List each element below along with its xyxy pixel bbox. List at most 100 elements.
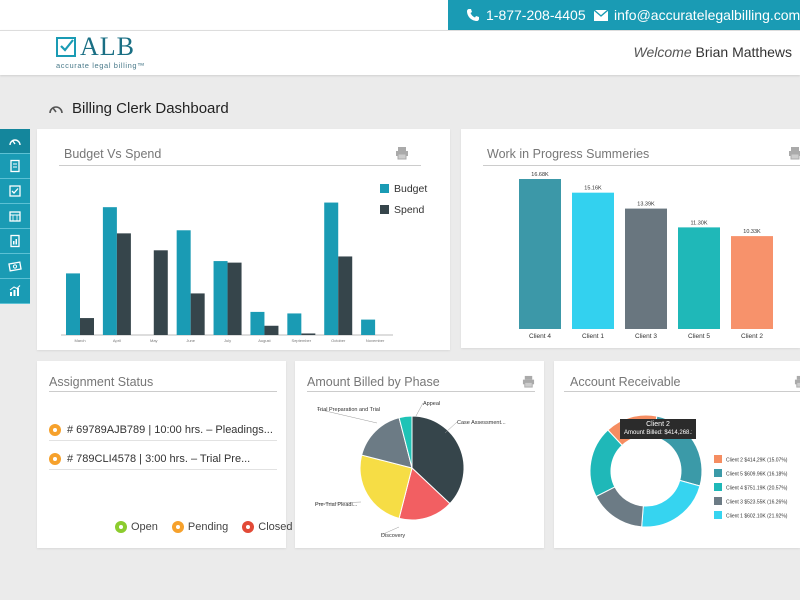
legend-pending: Pending bbox=[171, 521, 228, 533]
slice-label: Discovery bbox=[381, 533, 405, 539]
bar-spend bbox=[80, 318, 94, 335]
logo-check-icon bbox=[56, 37, 76, 57]
legend-swatch bbox=[714, 483, 722, 491]
legend-swatch bbox=[714, 469, 722, 477]
amount-billed-by-phase-card: Amount Billed by Phase Case Assessment..… bbox=[295, 361, 544, 548]
print-icon bbox=[789, 147, 800, 160]
nav-dashboard[interactable] bbox=[0, 129, 30, 154]
pie-slice bbox=[361, 417, 413, 469]
x-tick-label: October bbox=[331, 338, 346, 343]
legend-swatch bbox=[380, 184, 389, 193]
x-tick-label: Client 4 bbox=[529, 333, 551, 340]
card-title: Amount Billed by Phase bbox=[307, 375, 440, 389]
bar bbox=[519, 179, 561, 329]
pie-slice bbox=[398, 467, 451, 521]
card-divider bbox=[307, 391, 535, 392]
bar-budget bbox=[250, 311, 265, 335]
tooltip-value: Amount Billed: $414,268.13(15.07%) bbox=[624, 430, 692, 436]
budget-vs-spend-chart: March April May June July August September Octo… bbox=[61, 183, 427, 343]
legend-label: Client 3 $523.55K (16.26%) bbox=[726, 500, 788, 506]
assignment-item[interactable]: # 789CLI4578 | 3:00 hrs. – Trial Pre... bbox=[49, 448, 277, 470]
slice-label: Appeal bbox=[423, 401, 440, 407]
user-name[interactable]: Brian Matthews bbox=[695, 44, 792, 60]
card-divider bbox=[564, 391, 800, 392]
legend-swatch bbox=[714, 497, 722, 505]
pie-slice bbox=[398, 415, 413, 469]
bar-spend bbox=[153, 250, 168, 335]
page-title: Billing Clerk Dashboard bbox=[72, 100, 229, 117]
pie-slice bbox=[359, 454, 413, 519]
email-address: info@accuratelegalbilling.com bbox=[614, 7, 800, 23]
phone-link[interactable]: 1-877-208-4405 bbox=[466, 7, 586, 23]
amount-billed-by-phase-chart: Case Assessment... Discovery Pre-Trial Ple… bbox=[314, 401, 506, 539]
logo-text: ALB bbox=[80, 32, 135, 61]
card-title: Work in Progress Summeries bbox=[487, 147, 650, 161]
data-label: 11.30K bbox=[690, 220, 707, 226]
dashboard-icon bbox=[9, 139, 21, 146]
legend-closed: Closed bbox=[242, 521, 293, 533]
bar-spend bbox=[264, 325, 279, 335]
assignment-text: # 789CLI4578 | 3:00 hrs. – Trial Pre... bbox=[67, 452, 251, 465]
leader-line bbox=[316, 408, 378, 424]
nav-billing[interactable] bbox=[0, 254, 30, 279]
legend-open-label: Open bbox=[131, 521, 158, 533]
x-tick-label: Client 1 bbox=[582, 333, 604, 340]
x-tick-label: Client 3 bbox=[635, 333, 657, 340]
data-label: 15.16K bbox=[584, 186, 602, 192]
legend-label: Client 1 $602.10K (21.92%) bbox=[726, 514, 788, 520]
nav-reports[interactable] bbox=[0, 229, 30, 254]
bar bbox=[731, 236, 773, 329]
open-status-icon bbox=[115, 521, 127, 533]
email-link[interactable]: info@accuratelegalbilling.com bbox=[594, 7, 800, 23]
card-title: Account Receivable bbox=[570, 375, 681, 389]
dashboard-gauge-icon bbox=[49, 105, 63, 113]
contact-bar: 1-877-208-4405 info@accuratelegalbilling… bbox=[448, 0, 800, 30]
legend-swatch bbox=[714, 455, 722, 463]
checklist-icon bbox=[9, 185, 21, 197]
legend-open: Open bbox=[115, 521, 158, 533]
card-divider bbox=[483, 165, 800, 166]
tooltip-title: Client 2 bbox=[646, 421, 670, 428]
phone-icon bbox=[467, 9, 479, 21]
print-button[interactable] bbox=[522, 375, 535, 393]
logo[interactable]: ALB accurate legal billing™ bbox=[56, 34, 145, 70]
legend-label: Client 2 $414,29K (15.07%) bbox=[726, 458, 788, 464]
bar-budget bbox=[324, 202, 339, 335]
header: ALB accurate legal billing™ Welcome Bria… bbox=[0, 30, 800, 75]
print-button[interactable] bbox=[794, 375, 800, 393]
nav-tasks[interactable] bbox=[0, 179, 30, 204]
budget-vs-spend-card: Budget Vs Spend March April May June July Aug… bbox=[37, 129, 450, 350]
nav-analytics[interactable] bbox=[0, 279, 30, 304]
bar-spend bbox=[116, 233, 131, 335]
nav-calendar[interactable] bbox=[0, 204, 30, 229]
legend-swatch bbox=[380, 205, 389, 214]
leader-line bbox=[380, 526, 400, 536]
print-button[interactable] bbox=[788, 146, 800, 165]
wip-summary-chart: 16.68K Client 4 15.16K Client 1 13.39K Client… bbox=[519, 172, 773, 340]
x-tick-label: April bbox=[113, 338, 121, 343]
bar-budget bbox=[287, 313, 302, 335]
data-label: 16.68K bbox=[531, 172, 549, 178]
assignment-item[interactable]: # 69789AJB789 | 10:00 hrs. – Pleadings..… bbox=[49, 419, 277, 441]
print-icon bbox=[522, 375, 535, 388]
account-receivable-card: Account Receivable Client 2 $414,29K (15… bbox=[554, 361, 800, 548]
phone-number: 1-877-208-4405 bbox=[486, 7, 586, 23]
assignment-status-card: Assignment Status # 69789AJB789 | 10:00 … bbox=[37, 361, 293, 548]
bar-budget bbox=[361, 319, 376, 335]
print-button[interactable] bbox=[395, 146, 409, 165]
legend-swatch bbox=[714, 511, 722, 519]
print-icon bbox=[794, 375, 800, 388]
legend-label: Client 4 $751.19K (20.57%) bbox=[726, 486, 788, 492]
legend-closed-label: Closed bbox=[258, 521, 293, 533]
slice-label: Pre-Trial Pleadi... bbox=[315, 502, 358, 508]
x-tick-label: Client 5 bbox=[688, 333, 710, 340]
side-nav bbox=[0, 129, 30, 304]
leader-line bbox=[415, 402, 424, 417]
assignment-text: # 69789AJB789 | 10:00 hrs. – Pleadings..… bbox=[67, 423, 273, 436]
bar-spend bbox=[190, 293, 205, 335]
bar bbox=[678, 227, 720, 329]
status-legend: Open Pending Closed bbox=[115, 521, 293, 533]
bar bbox=[625, 208, 667, 329]
data-label: 13.39K bbox=[637, 202, 655, 208]
nav-documents[interactable] bbox=[0, 154, 30, 179]
